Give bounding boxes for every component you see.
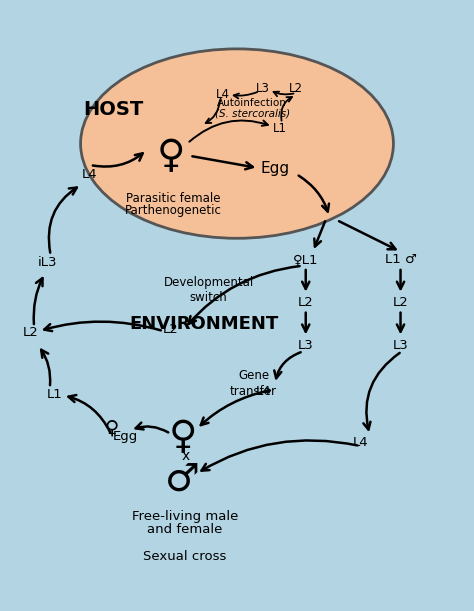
Ellipse shape [81,49,393,238]
Text: L4: L4 [216,88,230,101]
Text: L1: L1 [273,122,287,135]
Text: L2: L2 [163,323,179,337]
Text: L3: L3 [256,82,270,95]
Text: HOST: HOST [83,100,144,120]
Text: L4: L4 [82,167,98,181]
Text: Gene: Gene [238,369,269,382]
Text: L2: L2 [289,82,303,95]
Text: Egg: Egg [113,430,138,444]
Text: L4: L4 [255,384,271,398]
Text: Free-living male: Free-living male [132,510,238,523]
Text: L2: L2 [23,326,39,340]
Text: ENVIRONMENT: ENVIRONMENT [129,315,278,333]
Text: Egg: Egg [260,161,290,175]
Text: (S. stercoralis): (S. stercoralis) [215,108,290,118]
Text: Sexual cross: Sexual cross [143,549,227,563]
Text: L2: L2 [392,296,409,309]
Text: L3: L3 [392,338,409,352]
Text: Autoinfection: Autoinfection [217,98,287,108]
Text: ♂: ♂ [165,461,200,499]
Text: x: x [182,450,190,463]
Text: Parasitic female: Parasitic female [126,192,220,205]
Text: L1 ♂: L1 ♂ [384,253,417,266]
Text: L2: L2 [298,296,314,309]
Text: L3: L3 [298,338,314,352]
Text: L1: L1 [46,387,63,401]
Text: transfer: transfer [230,384,277,398]
Text: ♀: ♀ [156,137,185,175]
Text: ♀: ♀ [104,418,118,437]
Text: and female: and female [147,523,223,536]
Text: L4: L4 [353,436,368,450]
Text: switch: switch [190,291,228,304]
Text: Parthenogenetic: Parthenogenetic [125,204,221,218]
Text: ♀: ♀ [168,418,197,456]
Text: iL3: iL3 [37,256,57,269]
Text: Developmental: Developmental [164,276,254,289]
Text: ♀L1: ♀L1 [293,253,319,266]
